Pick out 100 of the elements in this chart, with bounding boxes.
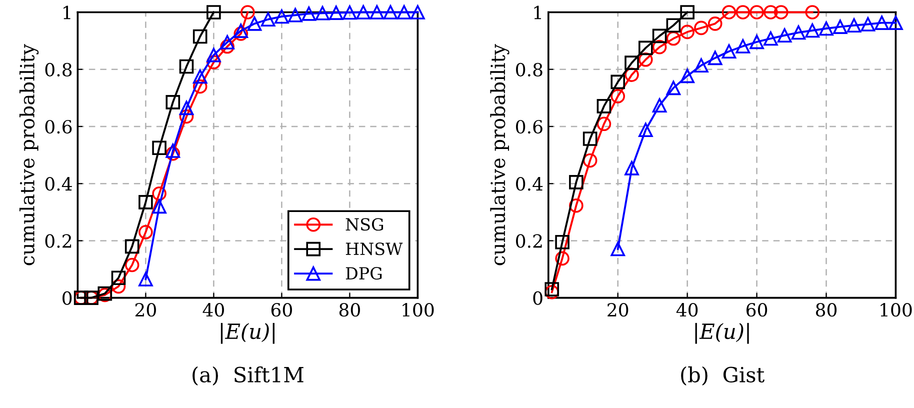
point: [152, 140, 166, 156]
y-tick-label: 0.4: [45, 177, 72, 191]
x-tick-label: 60: [271, 303, 292, 317]
point: [624, 56, 639, 70]
x-tick-label: 80: [339, 303, 360, 317]
x-tick-label: 20: [135, 303, 156, 317]
point: [832, 20, 848, 34]
point: [652, 40, 667, 54]
point: [555, 234, 570, 250]
point: [138, 224, 153, 240]
point: [192, 29, 208, 44]
point: [220, 35, 234, 50]
point: [240, 5, 255, 20]
point: [694, 20, 708, 36]
x-tick-label: 100: [880, 303, 912, 317]
point: [166, 144, 180, 158]
x-axis-title: |E(u)|: [220, 322, 274, 344]
point: [152, 186, 166, 201]
point: [805, 5, 820, 20]
point: [582, 132, 598, 146]
point: [302, 6, 316, 21]
point: [666, 80, 681, 96]
point: [680, 68, 694, 84]
y-tick-label: 1: [534, 6, 541, 20]
point: [383, 5, 398, 20]
point: [342, 5, 357, 20]
point: [819, 21, 834, 36]
point: [410, 5, 425, 20]
point: [569, 175, 584, 190]
point: [124, 239, 140, 254]
point: [582, 153, 598, 168]
x-tick-label: 40: [202, 303, 224, 317]
y-tick-label: 0: [533, 291, 542, 305]
point: [777, 28, 792, 43]
point: [179, 100, 194, 116]
legend-label: NSG: [346, 218, 384, 231]
point: [569, 198, 584, 213]
point: [234, 26, 248, 41]
point: [206, 48, 221, 62]
point: [638, 40, 653, 56]
point: [596, 116, 612, 132]
point: [192, 69, 208, 84]
x-axis-title: |E(u)|: [695, 322, 749, 344]
point: [179, 59, 194, 74]
point: [288, 8, 302, 22]
point: [152, 199, 166, 214]
point: [791, 25, 806, 40]
point: [247, 16, 262, 31]
point: [166, 95, 180, 110]
legend-label: HNSW: [346, 242, 403, 256]
point: [596, 99, 612, 114]
point: [666, 31, 681, 46]
point: [722, 44, 736, 59]
point: [179, 109, 194, 124]
point: [555, 251, 570, 266]
point: [370, 5, 384, 20]
point: [138, 195, 153, 210]
text: (b) Gist: [681, 366, 764, 386]
point: [846, 18, 862, 33]
point: [610, 74, 626, 90]
point: [315, 6, 330, 20]
point: [638, 122, 653, 138]
point: [234, 24, 248, 38]
point: [274, 9, 289, 24]
point: [638, 52, 653, 67]
point: [624, 68, 639, 82]
point: [206, 55, 221, 70]
y-tick-label: 0: [62, 291, 72, 305]
point: [722, 5, 736, 20]
y-axis-title: cumulative probability: [19, 44, 39, 266]
y-tick-label: 1: [64, 6, 70, 20]
point: [764, 5, 778, 20]
y-tick-label: 0.6: [45, 120, 72, 134]
point: [544, 282, 560, 296]
point: [680, 5, 694, 20]
point: [624, 161, 639, 176]
point: [666, 18, 681, 33]
point: [736, 39, 750, 54]
point: [736, 5, 750, 20]
point: [805, 23, 820, 38]
y-tick-label: 0.8: [516, 62, 542, 76]
legend-label: DPG: [346, 267, 382, 280]
point: [774, 5, 788, 20]
text: (a) Sift1M: [192, 366, 304, 386]
y-tick-label: 0.2: [45, 234, 72, 248]
y-tick-label: 0.8: [45, 62, 72, 76]
point: [111, 279, 126, 294]
point: [764, 31, 778, 46]
point: [111, 270, 126, 286]
point: [260, 12, 276, 27]
y-tick-label: 0.2: [516, 234, 542, 248]
point: [874, 16, 889, 30]
point: [652, 28, 667, 44]
point: [166, 146, 180, 161]
point: [708, 50, 722, 66]
point: [396, 5, 412, 20]
point: [138, 272, 153, 286]
point: [124, 258, 140, 272]
point: [206, 5, 221, 20]
x-tick-label: 20: [608, 303, 628, 317]
